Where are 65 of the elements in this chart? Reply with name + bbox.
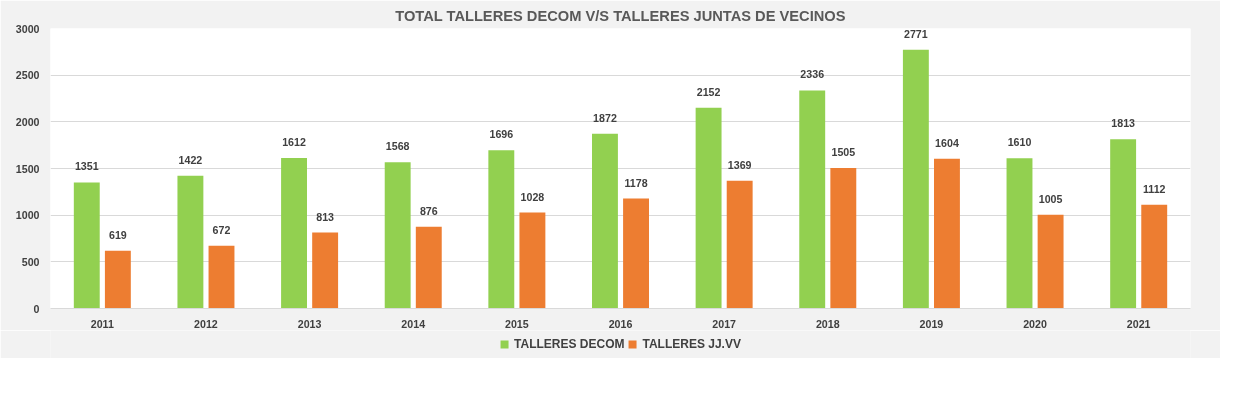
data-label: 1178: [624, 176, 648, 189]
bar: [208, 245, 235, 309]
data-label: 672: [212, 223, 231, 236]
y-tick-label: 500: [21, 255, 40, 268]
bar: [592, 133, 618, 309]
data-label: 1872: [593, 111, 617, 124]
x-tick-label: 2020: [1023, 317, 1047, 330]
x-tick-label: 2016: [608, 317, 633, 330]
data-label: 1112: [1142, 182, 1166, 195]
data-label: 1005: [1038, 192, 1063, 205]
bar: [830, 168, 857, 309]
x-tick-label: 2019: [919, 317, 944, 330]
data-label: 2771: [904, 27, 928, 40]
bar: [177, 175, 204, 309]
bar: [799, 90, 826, 309]
y-tick-label: 2000: [15, 115, 40, 128]
y-tick-label: 3000: [15, 22, 40, 35]
data-label: 1696: [489, 128, 514, 141]
data-label: 2336: [800, 68, 825, 81]
bar: [104, 250, 131, 309]
data-label: 876: [419, 204, 438, 217]
data-label: 1610: [1007, 136, 1032, 149]
y-tick-label: 1500: [15, 162, 40, 175]
bar: [934, 158, 960, 309]
legend-label: TALLERES JJ.VV: [642, 337, 741, 351]
bar: [1037, 214, 1064, 309]
data-label: 1612: [282, 136, 306, 149]
x-tick-label: 2013: [297, 317, 322, 330]
bar: [312, 232, 339, 309]
y-tick-label: 1000: [15, 209, 40, 222]
bar: [415, 226, 442, 309]
bar: [1110, 139, 1137, 309]
bar: [902, 49, 929, 309]
data-label: 1505: [831, 146, 856, 159]
bar: [488, 150, 515, 309]
x-tick-label: 2011: [90, 317, 114, 330]
data-label: 1028: [520, 190, 545, 203]
data-label: 1568: [385, 140, 410, 153]
data-label: 1351: [74, 160, 99, 173]
bar: [1141, 204, 1168, 309]
y-tick-label: 2500: [15, 69, 40, 82]
bar: [519, 212, 546, 309]
data-label: 1422: [178, 153, 203, 166]
bar: [726, 180, 753, 309]
x-tick-label: 2015: [505, 317, 529, 330]
data-label: 1369: [727, 158, 752, 171]
bar: [384, 162, 411, 309]
x-tick-label: 2017: [712, 317, 737, 330]
x-tick-label: 2012: [194, 317, 218, 330]
x-tick-label: 2021: [1126, 317, 1151, 330]
x-tick-label: 2018: [815, 317, 840, 330]
data-label: 813: [316, 210, 335, 223]
x-tick-label: 2014: [401, 317, 426, 330]
bar: [1006, 158, 1033, 309]
bar: [281, 158, 307, 309]
data-label: 619: [108, 228, 127, 241]
y-tick-label: 0: [33, 302, 40, 315]
bar: [73, 182, 100, 309]
data-label: 2152: [696, 85, 721, 98]
data-label: 1813: [1111, 117, 1136, 130]
bar: [695, 107, 722, 309]
chart-title: TOTAL TALLERES DECOM V/S TALLERES JUNTAS DE VECINOS: [395, 7, 846, 24]
legend-label: TALLERES DECOM: [514, 337, 625, 351]
data-label: 1604: [935, 136, 959, 149]
bar: [623, 198, 649, 309]
